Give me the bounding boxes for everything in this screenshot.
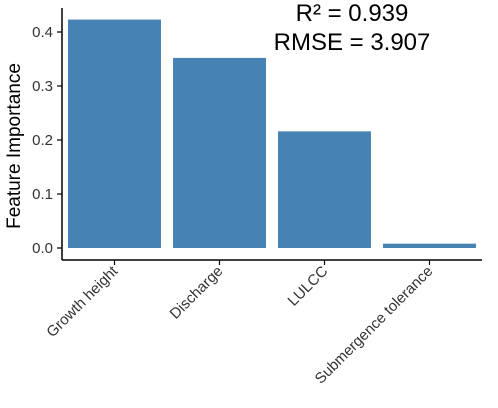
bars-group [68,19,476,248]
x-tick-label: Growth height [43,262,122,341]
y-axis-title: Feature Importance [4,63,25,229]
bar-discharge [173,57,266,248]
x-tick-label: Discharge [167,263,227,323]
y-tick-label: 0.4 [32,24,53,41]
y-tick-label: 0.1 [32,186,53,203]
y-tick-label: 0.3 [32,78,53,95]
x-tick-label: LULCC [285,263,332,310]
rmse-annotation: RMSE = 3.907 [274,29,431,56]
y-tick-label: 0.0 [32,240,53,257]
r-squared-annotation: R² = 0.939 [296,0,409,27]
bar-growth-height [68,19,161,248]
y-axis-ticks: 0.0 0.1 0.2 0.3 0.4 [32,24,62,257]
y-tick-label: 0.2 [32,132,53,149]
bar-submergence-tolerance [383,243,476,248]
bar-lulcc [278,131,371,248]
x-tick-label: Submergence tolerance [312,263,437,388]
